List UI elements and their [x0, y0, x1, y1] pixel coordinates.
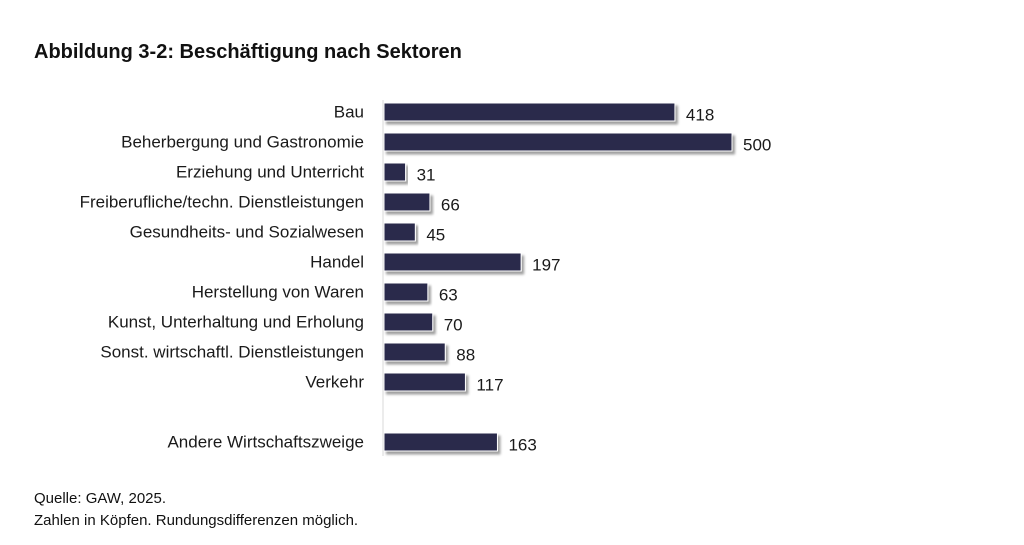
- value-label: 70: [444, 316, 463, 335]
- source-note: Quelle: GAW, 2025.: [34, 490, 167, 507]
- category-label: Herstellung von Waren: [192, 283, 364, 302]
- value-label: 63: [439, 286, 458, 305]
- bar: [383, 372, 466, 392]
- category-label: Beherbergung und Gastronomie: [121, 133, 364, 152]
- value-label: 66: [441, 196, 460, 215]
- value-label: 418: [686, 106, 714, 125]
- value-label: 197: [532, 256, 560, 275]
- bar: [383, 282, 429, 302]
- bar: [383, 342, 446, 362]
- bar: [383, 252, 522, 272]
- bar: [383, 312, 434, 332]
- category-label: Bau: [334, 103, 364, 122]
- rounding-note: Zahlen in Köpfen. Rundungsdifferenzen mö…: [34, 512, 359, 529]
- category-label: Kunst, Unterhaltung und Erholung: [108, 313, 364, 332]
- chart-title: Abbildung 3-2: Beschäftigung nach Sektor…: [34, 41, 462, 63]
- value-label: 45: [426, 226, 445, 245]
- bar: [383, 432, 498, 452]
- category-label: Freiberufliche/techn. Dienstleistungen: [80, 193, 364, 212]
- value-label: 163: [508, 436, 536, 455]
- category-label: Handel: [310, 253, 364, 272]
- bar: [383, 102, 676, 122]
- category-label: Gesundheits- und Sozialwesen: [130, 223, 364, 242]
- value-label: 31: [417, 166, 436, 185]
- value-label: 500: [743, 136, 771, 155]
- bar: [383, 162, 407, 182]
- value-label: 88: [456, 346, 475, 365]
- bar: [383, 192, 431, 212]
- bar: [383, 132, 733, 152]
- value-label: 117: [476, 376, 503, 395]
- category-label: Sonst. wirtschaftl. Dienstleistungen: [100, 343, 364, 362]
- category-label: Verkehr: [305, 373, 364, 392]
- category-label: Andere Wirtschaftszweige: [167, 433, 364, 452]
- bar-chart: Bau 418 Beherbergung und Gastronomie 500 Erz…: [80, 100, 771, 456]
- category-label: Erziehung und Unterricht: [176, 163, 364, 182]
- bar: [383, 222, 416, 242]
